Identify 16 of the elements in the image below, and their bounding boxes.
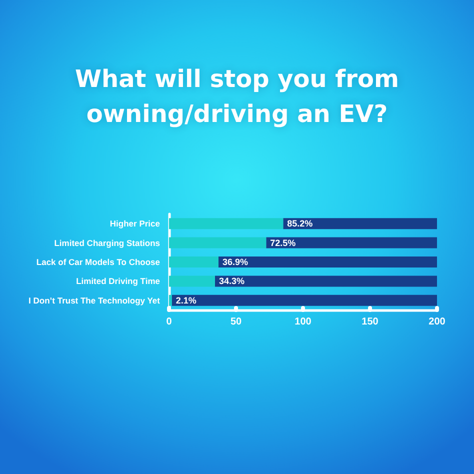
x-tick-label: 0 xyxy=(166,316,172,328)
y-tick-label: I Don’t Trust The Technology Yet xyxy=(28,295,160,306)
data-label: 2.1% xyxy=(176,295,196,306)
data-label: 85.2% xyxy=(287,218,313,229)
x-tick-label: 150 xyxy=(362,316,379,328)
x-tick-label: 200 xyxy=(428,316,446,328)
x-tick-label: 50 xyxy=(230,316,242,328)
y-tick-label: Lack of Car Models To Choose xyxy=(36,257,160,267)
y-tick-label: Limited Charging Stations xyxy=(54,238,160,248)
y-tick-label: Limited Driving Time xyxy=(76,276,160,286)
data-label: 36.9% xyxy=(222,257,248,267)
chart-title: What will stop you from owning/driving an EV? xyxy=(74,64,400,130)
y-tick-label: Higher Price xyxy=(110,218,160,229)
data-label: 72.5% xyxy=(270,238,296,248)
data-label: 34.3% xyxy=(218,276,244,286)
x-tick-label: 100 xyxy=(294,316,312,328)
